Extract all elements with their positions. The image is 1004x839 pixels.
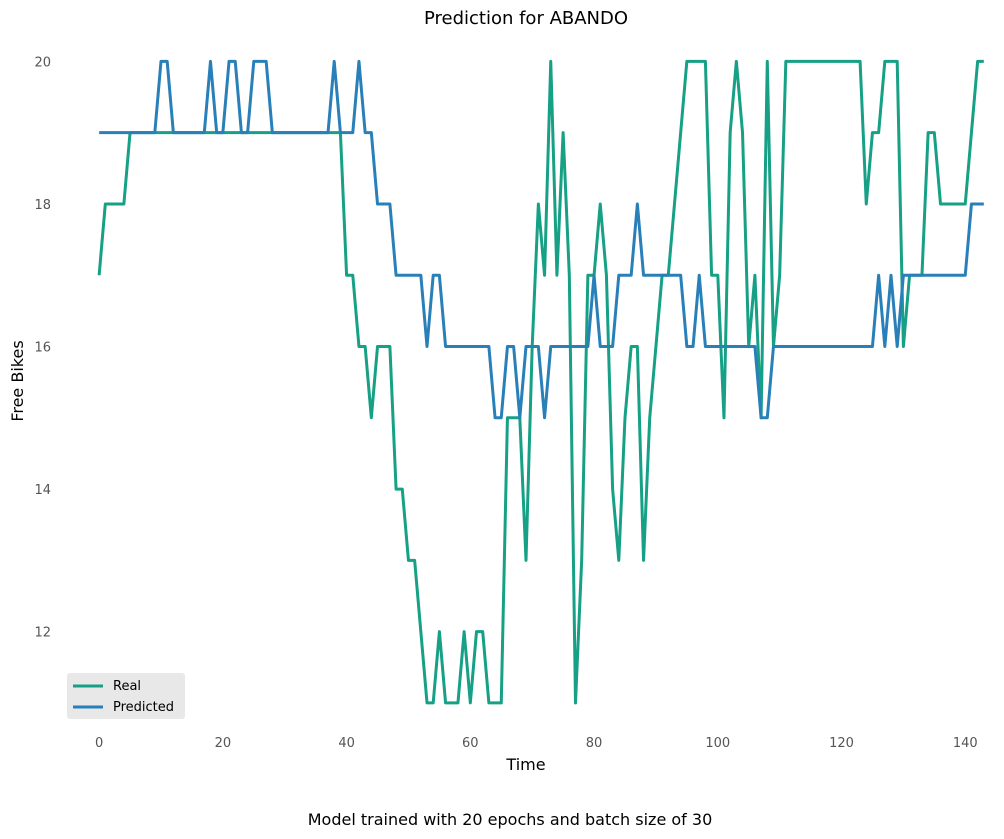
- y-axis-label: Free Bikes: [8, 340, 27, 421]
- x-tick-label: 100: [705, 736, 730, 751]
- x-axis-label: Time: [505, 755, 545, 774]
- x-axis-ticks: 0 20 40 60 80 100 120 140: [95, 736, 978, 751]
- x-tick-label: 140: [953, 736, 978, 751]
- x-tick-label: 20: [215, 736, 232, 751]
- x-tick-label: 60: [462, 736, 479, 751]
- y-tick-label: 18: [34, 198, 51, 213]
- legend: Real Predicted: [67, 673, 185, 719]
- y-tick-label: 20: [34, 55, 51, 70]
- legend-label-predicted: Predicted: [113, 700, 174, 715]
- chart-title: Prediction for ABANDO: [424, 8, 628, 29]
- y-tick-label: 16: [34, 341, 51, 356]
- chart-caption: Model trained with 20 epochs and batch s…: [308, 810, 713, 829]
- legend-label-real: Real: [113, 679, 141, 694]
- x-tick-label: 40: [338, 736, 355, 751]
- x-tick-label: 80: [586, 736, 603, 751]
- y-axis-ticks: 12 14 16 18 20: [34, 55, 51, 640]
- y-tick-label: 14: [34, 483, 51, 498]
- y-tick-label: 12: [34, 626, 51, 641]
- series-line-predicted: [99, 59, 984, 420]
- x-tick-label: 0: [95, 736, 103, 751]
- series-lines: [97, 59, 984, 705]
- x-tick-label: 120: [829, 736, 854, 751]
